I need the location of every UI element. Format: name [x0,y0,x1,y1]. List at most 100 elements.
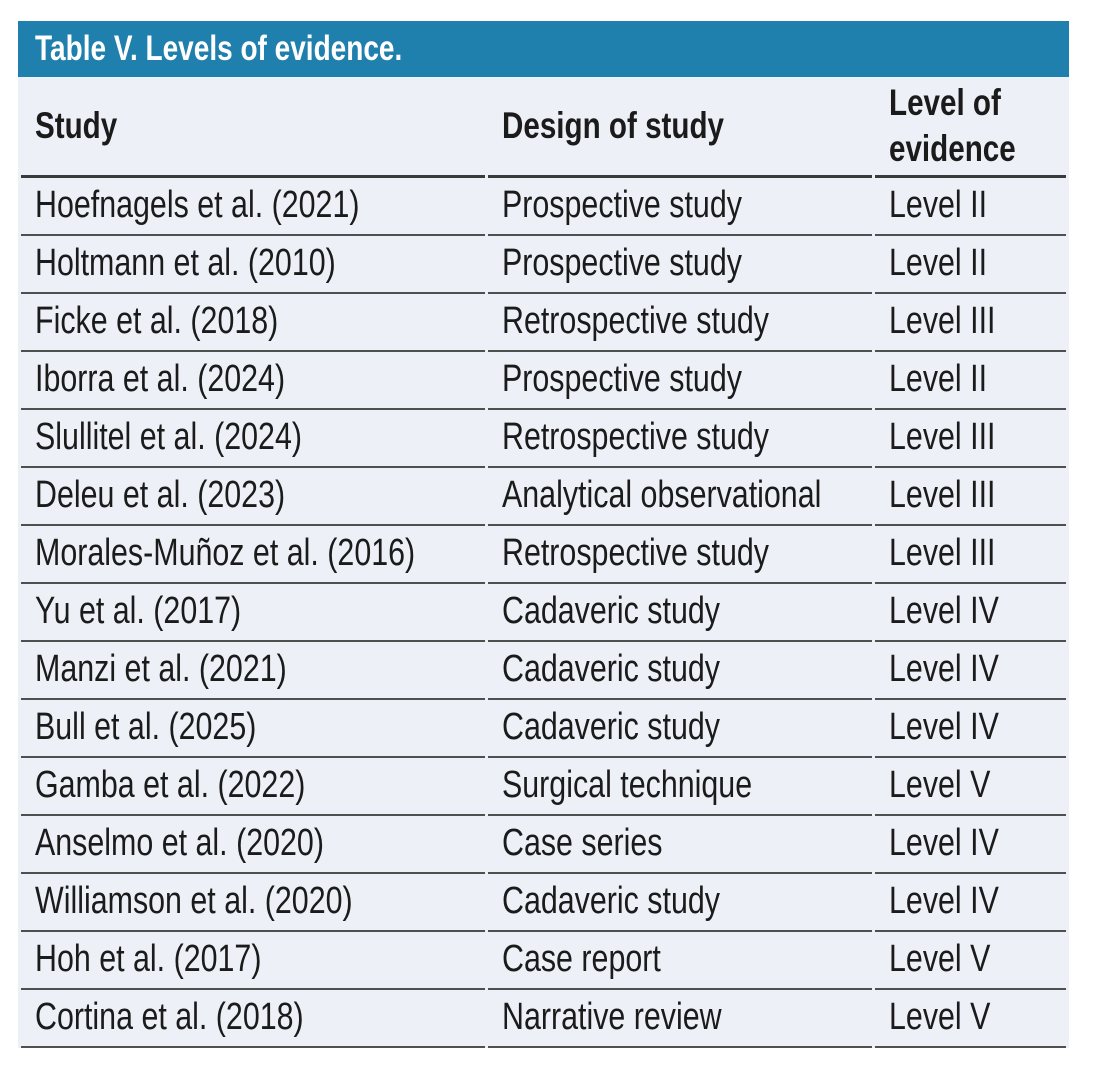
level-cell-text: Level IV [889,880,999,923]
study-cell: Morales-Muñoz et al. (2016) [21,526,485,584]
table-row: Gamba et al. (2022) Surgical technique Lev… [21,758,1066,816]
study-cell-text: Gamba et al. (2022) [35,764,306,807]
study-cell: Anselmo et al. (2020) [21,816,485,874]
level-cell: Level II [875,352,1066,410]
table-row: Morales-Muñoz et al. (2016) Retrospective… [21,526,1066,584]
level-cell-text: Level V [889,996,991,1039]
study-cell: Manzi et al. (2021) [21,642,485,700]
study-cell-text: Anselmo et al. (2020) [35,822,324,865]
level-cell-text: Level II [889,184,988,227]
level-cell: Level IV [875,816,1066,874]
design-cell: Retrospective study [488,410,872,468]
design-cell-text: Cadaveric study [502,706,720,749]
level-cell: Level V [875,990,1066,1048]
design-cell-text: Retrospective study [502,300,769,343]
table-row: Manzi et al. (2021) Cadaveric study Level … [21,642,1066,700]
study-cell-text: Morales-Muñoz et al. (2016) [35,532,416,575]
column-header-design: Design of study [488,77,872,178]
level-cell-text: Level IV [889,706,999,749]
table-row: Holtmann et al. (2010) Prospective study L… [21,236,1066,294]
table-body: Hoefnagels et al. (2021) Prospective stud… [21,178,1066,1048]
study-cell-text: Cortina et al. (2018) [35,996,304,1039]
design-cell: Case series [488,816,872,874]
study-cell-text: Bull et al. (2025) [35,706,257,749]
design-cell: Cadaveric study [488,584,872,642]
level-cell: Level V [875,932,1066,990]
evidence-table-figure: Table V. Levels of evidence. Study Desig… [18,21,1069,1048]
level-cell: Level IV [875,874,1066,932]
level-cell-text: Level III [889,532,996,575]
table-row: Slullitel et al. (2024) Retrospective stu… [21,410,1066,468]
study-cell: Deleu et al. (2023) [21,468,485,526]
design-cell-text: Prospective study [502,184,742,227]
table-row: Ficke et al. (2018) Retrospective study Le… [21,294,1066,352]
table-row: Hoefnagels et al. (2021) Prospective stud… [21,178,1066,236]
study-cell: Hoefnagels et al. (2021) [21,178,485,236]
study-cell-text: Holtmann et al. (2010) [35,242,336,285]
table-row: Cortina et al. (2018) Narrative review Lev… [21,990,1066,1048]
study-cell: Cortina et al. (2018) [21,990,485,1048]
design-cell-text: Analytical observational [502,474,822,517]
table-row: Anselmo et al. (2020) Case series Level IV [21,816,1066,874]
level-cell-text: Level III [889,300,996,343]
table-row: Williamson et al. (2020) Cadaveric study L… [21,874,1066,932]
levels-of-evidence-table: Study Design of study Level of evidence … [18,77,1069,1048]
design-cell-text: Cadaveric study [502,648,720,691]
study-cell-text: Hoh et al. (2017) [35,938,262,981]
design-cell-text: Cadaveric study [502,590,720,633]
study-cell-text: Deleu et al. (2023) [35,474,286,517]
study-cell: Gamba et al. (2022) [21,758,485,816]
design-cell: Prospective study [488,352,872,410]
level-cell-text: Level V [889,938,991,981]
study-cell-text: Slullitel et al. (2024) [35,416,302,459]
table-title-bar: Table V. Levels of evidence. [18,21,1069,77]
design-cell-text: Case series [502,822,663,865]
design-cell: Cadaveric study [488,874,872,932]
level-cell: Level II [875,178,1066,236]
design-cell: Retrospective study [488,526,872,584]
design-cell: Case report [488,932,872,990]
level-cell-text: Level IV [889,822,999,865]
design-cell-text: Case report [502,938,661,981]
column-header-study: Study [21,77,485,178]
design-cell-text: Surgical technique [502,764,753,807]
design-cell-text: Prospective study [502,358,742,401]
level-cell: Level III [875,468,1066,526]
study-cell: Iborra et al. (2024) [21,352,485,410]
level-cell: Level III [875,294,1066,352]
level-cell-text: Level III [889,416,996,459]
design-cell: Prospective study [488,236,872,294]
study-cell: Williamson et al. (2020) [21,874,485,932]
level-cell: Level III [875,410,1066,468]
table-header-row: Study Design of study Level of evidence [21,77,1066,178]
study-cell-text: Iborra et al. (2024) [35,358,286,401]
study-cell: Hoh et al. (2017) [21,932,485,990]
design-cell: Prospective study [488,178,872,236]
study-cell-text: Yu et al. (2017) [35,590,242,633]
level-cell-text: Level IV [889,590,999,633]
design-cell: Cadaveric study [488,642,872,700]
level-cell: Level IV [875,642,1066,700]
level-cell: Level V [875,758,1066,816]
level-cell-text: Level III [889,474,996,517]
design-cell-text: Retrospective study [502,532,769,575]
column-header-level: Level of evidence [875,77,1066,178]
study-cell: Slullitel et al. (2024) [21,410,485,468]
study-cell: Ficke et al. (2018) [21,294,485,352]
table-row: Deleu et al. (2023) Analytical observatio… [21,468,1066,526]
level-cell: Level III [875,526,1066,584]
design-cell: Analytical observational [488,468,872,526]
table-row: Hoh et al. (2017) Case report Level V [21,932,1066,990]
level-cell-text: Level IV [889,648,999,691]
study-cell: Holtmann et al. (2010) [21,236,485,294]
design-cell-text: Prospective study [502,242,742,285]
study-cell-text: Ficke et al. (2018) [35,300,279,343]
study-cell-text: Hoefnagels et al. (2021) [35,184,360,227]
design-cell: Cadaveric study [488,700,872,758]
design-cell: Narrative review [488,990,872,1048]
level-cell: Level IV [875,584,1066,642]
level-cell-text: Level V [889,764,991,807]
level-cell-text: Level II [889,358,988,401]
table-title: Table V. Levels of evidence. [35,29,403,68]
design-cell: Surgical technique [488,758,872,816]
